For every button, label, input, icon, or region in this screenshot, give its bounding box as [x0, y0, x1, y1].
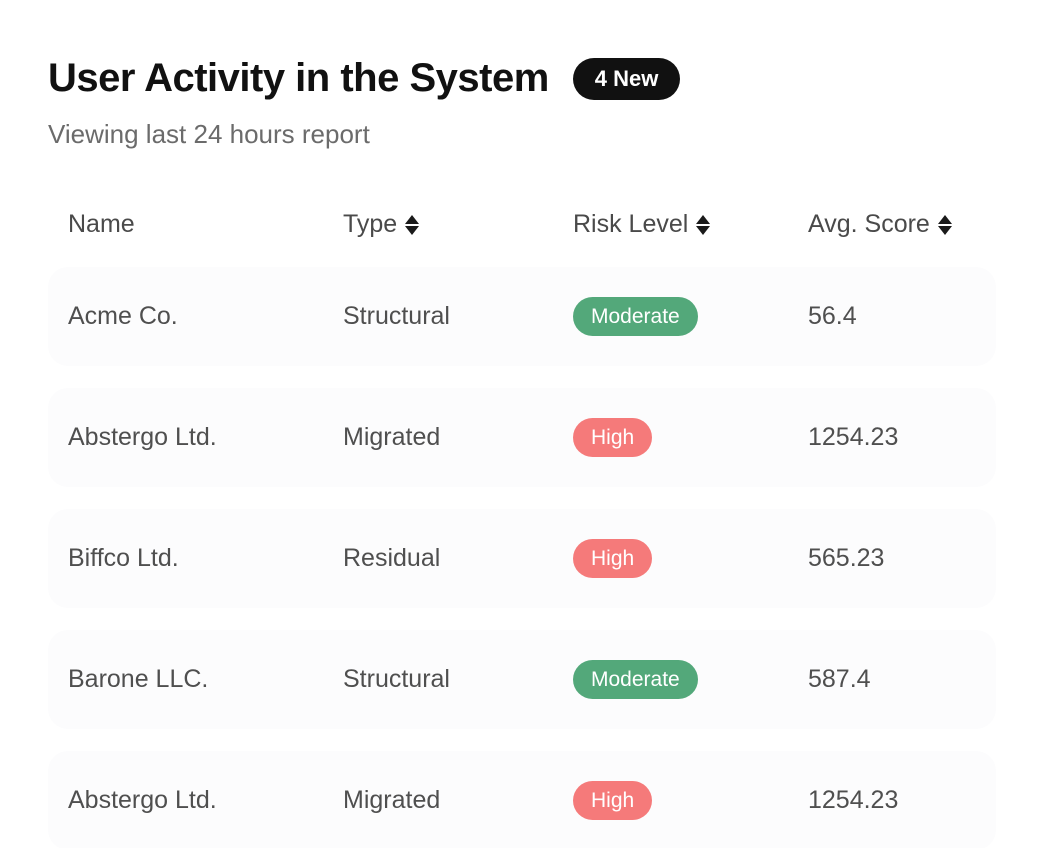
new-count-badge: 4 New — [573, 58, 681, 100]
sort-icon[interactable] — [405, 215, 419, 235]
cell-avg-score: 587.4 — [808, 665, 976, 694]
table-body: Acme Co.StructuralModerate56.4Abstergo L… — [48, 267, 996, 848]
cell-type: Migrated — [343, 423, 573, 452]
cell-risk-level: High — [573, 418, 808, 457]
sort-desc-icon — [696, 226, 710, 235]
cell-risk-level: Moderate — [573, 660, 808, 699]
col-header-label: Type — [343, 210, 397, 239]
cell-name: Abstergo Ltd. — [68, 423, 343, 452]
cell-name: Acme Co. — [68, 302, 343, 331]
sort-asc-icon — [938, 215, 952, 224]
risk-badge: High — [573, 781, 652, 820]
cell-name: Biffco Ltd. — [68, 544, 343, 573]
table-row[interactable]: Acme Co.StructuralModerate 56.4 — [48, 267, 996, 366]
col-header-name: Name — [68, 210, 343, 239]
page-subtitle: Viewing last 24 hours report — [48, 119, 996, 150]
cell-name: Abstergo Ltd. — [68, 786, 343, 815]
sort-desc-icon — [938, 226, 952, 235]
activity-table: Name Type Risk Level Avg. Score — [48, 210, 996, 848]
risk-badge: High — [573, 418, 652, 457]
cell-name: Barone LLC. — [68, 665, 343, 694]
cell-type: Structural — [343, 665, 573, 694]
cell-avg-score: 1254.23 — [808, 786, 976, 815]
col-header-label: Avg. Score — [808, 210, 930, 239]
cell-type: Residual — [343, 544, 573, 573]
table-row[interactable]: Abstergo Ltd.MigratedHigh 1254.23 — [48, 751, 996, 848]
table-row[interactable]: Barone LLC.StructuralModerate 587.4 — [48, 630, 996, 729]
cell-type: Structural — [343, 302, 573, 331]
table-header-row: Name Type Risk Level Avg. Score — [48, 210, 996, 267]
risk-badge: Moderate — [573, 297, 698, 336]
page-title: User Activity in the System — [48, 56, 549, 101]
col-header-label: Risk Level — [573, 210, 688, 239]
sort-icon[interactable] — [696, 215, 710, 235]
sort-icon[interactable] — [938, 215, 952, 235]
cell-avg-score: 565.23 — [808, 544, 976, 573]
col-header-risk-level[interactable]: Risk Level — [573, 210, 808, 239]
risk-badge: Moderate — [573, 660, 698, 699]
header: User Activity in the System 4 New — [48, 56, 996, 101]
sort-asc-icon — [405, 215, 419, 224]
cell-risk-level: Moderate — [573, 297, 808, 336]
table-row[interactable]: Biffco Ltd.ResidualHigh 565.23 — [48, 509, 996, 608]
page: User Activity in the System 4 New Viewin… — [0, 0, 1044, 848]
col-header-type[interactable]: Type — [343, 210, 573, 239]
cell-avg-score: 1254.23 — [808, 423, 976, 452]
table-row[interactable]: Abstergo Ltd.MigratedHigh 1254.23 — [48, 388, 996, 487]
col-header-label: Name — [68, 210, 135, 239]
cell-avg-score: 56.4 — [808, 302, 976, 331]
sort-asc-icon — [696, 215, 710, 224]
col-header-avg-score[interactable]: Avg. Score — [808, 210, 976, 239]
sort-desc-icon — [405, 226, 419, 235]
cell-risk-level: High — [573, 539, 808, 578]
cell-type: Migrated — [343, 786, 573, 815]
risk-badge: High — [573, 539, 652, 578]
cell-risk-level: High — [573, 781, 808, 820]
